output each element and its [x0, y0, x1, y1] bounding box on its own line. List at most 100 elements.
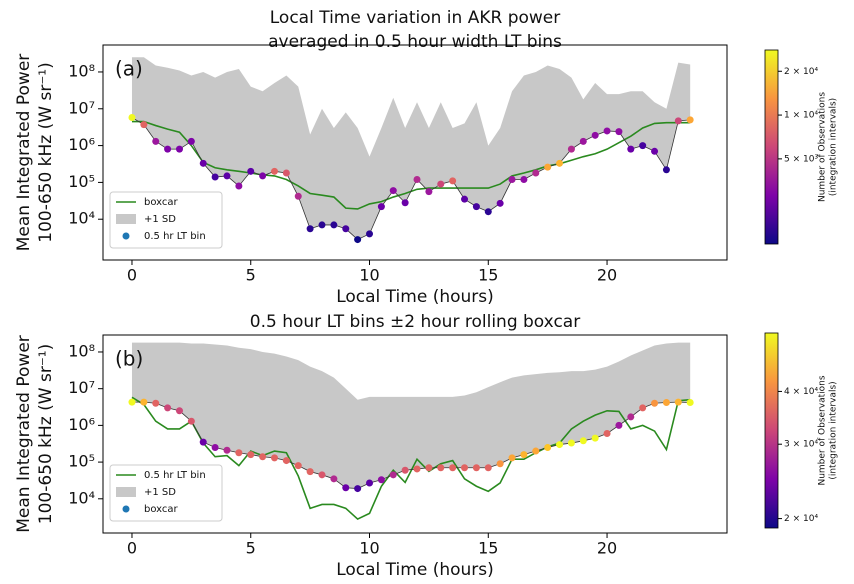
legend-label: boxcar	[144, 504, 179, 515]
point	[247, 451, 255, 459]
colorbar-label: (integration intervals)	[829, 381, 839, 479]
point	[294, 462, 302, 470]
point	[651, 399, 659, 407]
panel-label: (a)	[115, 57, 143, 81]
point	[199, 438, 207, 446]
point	[425, 464, 433, 472]
plot-area	[128, 342, 694, 521]
point	[187, 137, 195, 145]
colorbar-tick-label: 4 × 10⁴	[784, 387, 818, 397]
point	[401, 466, 409, 474]
point	[164, 404, 172, 412]
y-tick-label: 10⁸	[68, 61, 95, 80]
colorbar-label: (integration intervals)	[829, 98, 839, 196]
point	[627, 145, 635, 153]
point	[662, 399, 670, 407]
point	[366, 479, 374, 487]
x-axis-label: Local Time (hours)	[336, 287, 494, 307]
chart-title: Local Time variation in AKR power	[270, 8, 561, 28]
point	[686, 399, 694, 407]
axes-frame	[102, 44, 728, 261]
point	[556, 159, 564, 167]
point	[449, 464, 457, 472]
point	[484, 464, 492, 472]
y-axis-label: Mean Integrated Power	[14, 335, 34, 533]
y-tick-label: 10⁵	[68, 172, 95, 191]
x-tick-label: 5	[246, 266, 256, 285]
point	[472, 464, 480, 472]
point	[342, 484, 350, 492]
point	[152, 137, 160, 145]
point	[164, 145, 172, 153]
y-axis-label: 100-650 kHz (W sr⁻¹)	[36, 62, 56, 243]
point	[461, 195, 469, 203]
point	[508, 454, 516, 462]
chart-title: 0.5 hour LT bins ±2 hour rolling boxcar	[250, 312, 580, 332]
point	[567, 145, 575, 153]
point	[413, 465, 421, 473]
point	[330, 221, 338, 229]
x-tick-label: 15	[478, 266, 498, 285]
plot-area	[128, 57, 694, 244]
legend-label: 0.5 hr LT bin	[144, 231, 206, 242]
point	[306, 225, 314, 233]
point	[223, 446, 231, 454]
x-tick-label: 5	[246, 539, 256, 558]
point	[389, 471, 397, 479]
y-axis-label: 100-650 kHz (W sr⁻¹)	[36, 344, 56, 525]
panel-label: (b)	[115, 347, 143, 371]
point	[128, 398, 136, 406]
point	[686, 116, 694, 124]
point	[270, 167, 278, 175]
axes-frame	[102, 334, 728, 534]
point	[330, 475, 338, 483]
line	[131, 396, 691, 521]
colorbar-label: Number of Observations	[818, 92, 828, 202]
point	[175, 407, 183, 415]
y-tick-label: 10⁶	[68, 135, 95, 154]
point	[508, 175, 516, 183]
legend-label: +1 SD	[144, 487, 176, 498]
point	[235, 182, 243, 190]
point	[603, 430, 611, 438]
colorbar-label: Number of Observations	[818, 375, 828, 485]
x-tick-label: 15	[478, 539, 498, 558]
point	[627, 413, 635, 421]
point	[354, 485, 362, 493]
point	[674, 117, 682, 125]
point	[152, 399, 160, 407]
point	[306, 468, 314, 476]
point	[318, 471, 326, 479]
colorbar-tick-label: 2 × 10⁴	[784, 67, 818, 77]
legend-box	[109, 191, 223, 249]
point	[472, 203, 480, 211]
point	[128, 113, 136, 121]
point	[496, 199, 504, 207]
point	[140, 121, 148, 129]
point	[579, 137, 587, 145]
point	[591, 131, 599, 139]
point	[615, 128, 623, 136]
point	[579, 437, 587, 445]
point	[199, 159, 207, 167]
point	[211, 443, 219, 451]
point	[496, 460, 504, 468]
colorbar-tick-label: 2 × 10⁴	[784, 514, 818, 524]
colorbar-tick-label: 5 × 10³	[784, 154, 818, 164]
x-tick-label: 0	[127, 539, 137, 558]
point	[223, 172, 231, 180]
legend-dot	[122, 232, 130, 240]
point	[401, 199, 409, 207]
legend-label: +1 SD	[144, 214, 176, 225]
y-tick-label: 10⁷	[68, 98, 95, 117]
point	[674, 398, 682, 406]
point	[437, 180, 445, 188]
point	[235, 449, 243, 457]
point	[247, 167, 255, 175]
point	[461, 464, 469, 472]
point	[556, 441, 564, 449]
x-tick-label: 10	[359, 266, 379, 285]
point	[449, 177, 457, 185]
point	[259, 172, 267, 180]
